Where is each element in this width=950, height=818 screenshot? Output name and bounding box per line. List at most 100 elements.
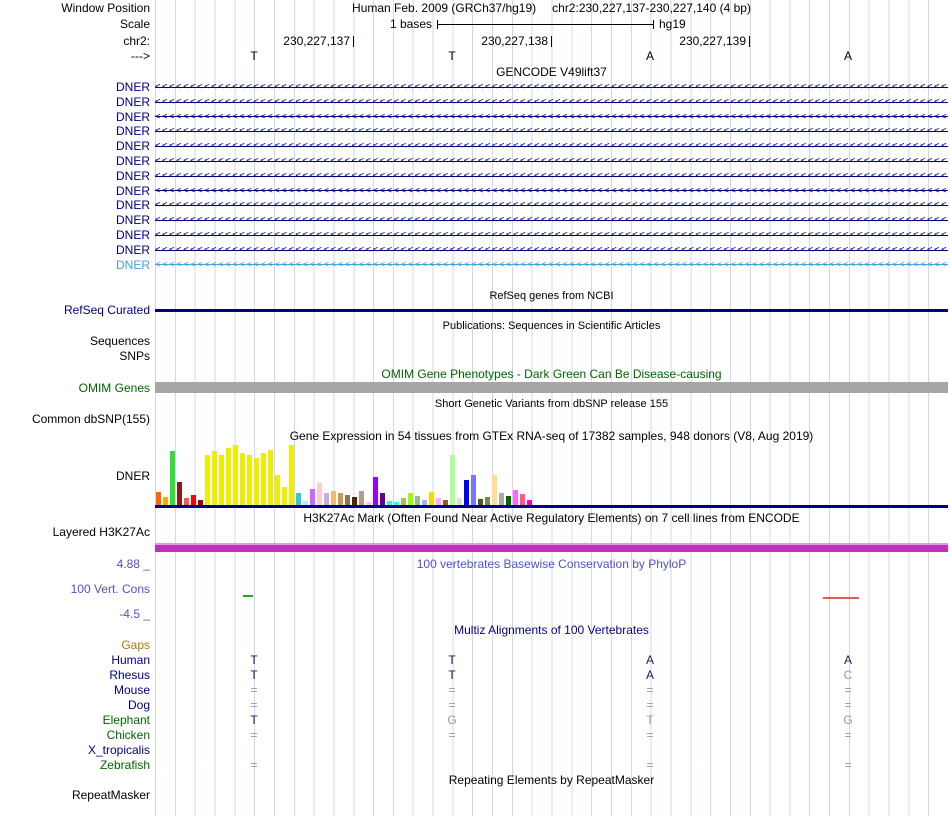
- species-label[interactable]: Rhesus: [109, 668, 150, 682]
- phylop-track-label[interactable]: 100 Vert. Cons: [70, 582, 150, 596]
- gtex-tissue-bar[interactable]: [226, 448, 231, 505]
- species-label[interactable]: Chicken: [106, 728, 150, 742]
- species-label[interactable]: Dog: [127, 698, 150, 712]
- gtex-tissue-bar[interactable]: [156, 492, 161, 505]
- gene-arrow-line[interactable]: <<<<<<<<<<<<<<<<<<<<<<<<<<<<<<<<<<<<<<<<…: [155, 168, 948, 184]
- gtex-tissue-bar[interactable]: [450, 455, 455, 505]
- refseq-title[interactable]: RefSeq genes from NCBI: [489, 290, 614, 302]
- gtex-tissue-bar[interactable]: [436, 498, 441, 505]
- gene-arrow-line[interactable]: <<<<<<<<<<<<<<<<<<<<<<<<<<<<<<<<<<<<<<<<…: [155, 242, 948, 258]
- gtex-tissue-bar[interactable]: [184, 498, 189, 505]
- gtex-tissue-bar[interactable]: [303, 501, 308, 505]
- h3k27ac-title[interactable]: H3K27Ac Mark (Often Found Near Active Re…: [303, 511, 800, 525]
- gene-label[interactable]: DNER: [115, 139, 150, 154]
- gtex-tissue-bar[interactable]: [324, 493, 329, 505]
- gtex-tissue-bar[interactable]: [457, 498, 462, 505]
- gtex-tissue-bar[interactable]: [254, 458, 259, 505]
- sequences-track-label[interactable]: Sequences: [89, 334, 150, 348]
- gtex-tissue-bar[interactable]: [401, 498, 406, 505]
- gtex-tissue-bar[interactable]: [219, 455, 224, 505]
- gtex-tissue-bar[interactable]: [317, 483, 322, 505]
- dbsnp-track-label[interactable]: Common dbSNP(155): [31, 412, 150, 426]
- gtex-tissue-bar[interactable]: [478, 499, 483, 505]
- gtex-tissue-bar[interactable]: [387, 501, 392, 505]
- gene-label[interactable]: DNER: [115, 154, 150, 168]
- gene-label[interactable]: DNER: [115, 168, 150, 183]
- gtex-tissue-bar[interactable]: [191, 495, 196, 505]
- multiz-title[interactable]: Multiz Alignments of 100 Vertebrates: [454, 623, 649, 637]
- gene-arrow-line[interactable]: <<<<<<<<<<<<<<<<<<<<<<<<<<<<<<<<<<<<<<<<…: [155, 198, 948, 214]
- repeatmasker-track-label[interactable]: RepeatMasker: [71, 788, 150, 802]
- omim-gene-bar[interactable]: [155, 382, 948, 393]
- gtex-tissue-bar[interactable]: [261, 453, 266, 505]
- gtex-tissue-bar[interactable]: [408, 493, 413, 505]
- gtex-tissue-bar[interactable]: [331, 491, 336, 505]
- h3k27ac-track[interactable]: [155, 543, 948, 553]
- gtex-tissue-bar[interactable]: [429, 492, 434, 505]
- gtex-tissue-bar[interactable]: [359, 491, 364, 505]
- snps-track-label[interactable]: SNPs: [119, 349, 150, 363]
- gtex-tissue-bar[interactable]: [296, 493, 301, 505]
- gtex-tissue-bar[interactable]: [520, 494, 525, 505]
- repeatmasker-title[interactable]: Repeating Elements by RepeatMasker: [448, 773, 655, 787]
- gene-label[interactable]: DNER: [115, 80, 150, 94]
- gtex-tissue-bar[interactable]: [352, 497, 357, 505]
- gene-label[interactable]: DNER: [115, 109, 150, 124]
- gene-arrow-line[interactable]: <<<<<<<<<<<<<<<<<<<<<<<<<<<<<<<<<<<<<<<<…: [155, 183, 948, 199]
- gtex-bar-chart[interactable]: [155, 444, 948, 508]
- gtex-tissue-bar[interactable]: [212, 451, 217, 505]
- gene-label[interactable]: DNER: [115, 198, 150, 213]
- publications-title[interactable]: Publications: Sequences in Scientific Ar…: [442, 320, 661, 332]
- species-label[interactable]: Human: [111, 653, 150, 667]
- gene-label[interactable]: DNER: [115, 242, 150, 257]
- gene-arrow-line[interactable]: <<<<<<<<<<<<<<<<<<<<<<<<<<<<<<<<<<<<<<<<…: [155, 228, 948, 243]
- h3k27ac-track-label[interactable]: Layered H3K27Ac: [52, 525, 150, 539]
- gtex-tissue-bar[interactable]: [275, 475, 280, 505]
- gtex-tissue-bar[interactable]: [492, 475, 497, 505]
- refseq-curated-label[interactable]: RefSeq Curated: [63, 303, 150, 317]
- gene-arrow-line[interactable]: <<<<<<<<<<<<<<<<<<<<<<<<<<<<<<<<<<<<<<<<…: [155, 213, 948, 228]
- gene-arrow-line[interactable]: <<<<<<<<<<<<<<<<<<<<<<<<<<<<<<<<<<<<<<<<…: [155, 154, 948, 169]
- species-label[interactable]: Mouse: [113, 683, 150, 697]
- species-label[interactable]: Zebrafish: [99, 758, 150, 772]
- gtex-tissue-bar[interactable]: [373, 477, 378, 505]
- gtex-tissue-bar[interactable]: [233, 445, 238, 505]
- dbsnp-title[interactable]: Short Genetic Variants from dbSNP releas…: [434, 398, 669, 410]
- gene-arrow-line[interactable]: <<<<<<<<<<<<<<<<<<<<<<<<<<<<<<<<<<<<<<<<…: [155, 124, 948, 140]
- omim-title[interactable]: OMIM Gene Phenotypes - Dark Green Can Be…: [381, 367, 722, 381]
- position-ruler[interactable]: 230,227,137 230,227,138 230,227,139: [155, 35, 948, 49]
- species-label[interactable]: Elephant: [102, 713, 150, 727]
- gtex-tissue-bar[interactable]: [513, 490, 518, 505]
- gene-label[interactable]: DNER: [115, 257, 150, 272]
- gtex-tissue-bar[interactable]: [394, 502, 399, 505]
- gtex-tissue-bar[interactable]: [415, 496, 420, 505]
- phylop-title[interactable]: 100 vertebrates Basewise Conservation by…: [416, 557, 687, 571]
- gtex-tissue-bar[interactable]: [240, 453, 245, 505]
- gtex-tissue-bar[interactable]: [247, 455, 252, 505]
- species-label[interactable]: X_tropicalis: [87, 743, 150, 757]
- gtex-tissue-bar[interactable]: [282, 487, 287, 505]
- gtex-tissue-bar[interactable]: [205, 455, 210, 505]
- gene-label[interactable]: DNER: [115, 183, 150, 198]
- gene-label[interactable]: DNER: [115, 213, 150, 228]
- gtex-tissue-bar[interactable]: [485, 497, 490, 505]
- gtex-tissue-bar[interactable]: [527, 500, 532, 505]
- gtex-tissue-bar[interactable]: [366, 502, 371, 505]
- gtex-title[interactable]: Gene Expression in 54 tissues from GTEx …: [289, 429, 814, 443]
- omim-genes-label[interactable]: OMIM Genes: [78, 381, 150, 395]
- gene-arrow-line[interactable]: <<<<<<<<<<<<<<<<<<<<<<<<<<<<<<<<<<<<<<<<…: [155, 80, 948, 95]
- gtex-tissue-bar[interactable]: [471, 475, 476, 505]
- phylop-signal-area[interactable]: [155, 570, 948, 618]
- refseq-gene-bar[interactable]: [155, 309, 948, 312]
- gtex-tissue-bar[interactable]: [422, 500, 427, 505]
- gene-arrow-line[interactable]: <<<<<<<<<<<<<<<<<<<<<<<<<<<<<<<<<<<<<<<<…: [155, 109, 948, 125]
- gencode-title[interactable]: GENCODE V49lift37: [496, 65, 607, 79]
- species-label[interactable]: Gaps: [121, 638, 150, 652]
- gtex-tissue-bar[interactable]: [170, 451, 175, 505]
- gtex-tissue-bar[interactable]: [198, 500, 203, 505]
- gtex-tissue-bar[interactable]: [177, 482, 182, 505]
- h3k27ac-signal-bar[interactable]: [155, 543, 948, 552]
- gtex-tissue-bar[interactable]: [338, 493, 343, 505]
- gtex-tissue-bar[interactable]: [464, 480, 469, 505]
- gene-label[interactable]: DNER: [115, 228, 150, 242]
